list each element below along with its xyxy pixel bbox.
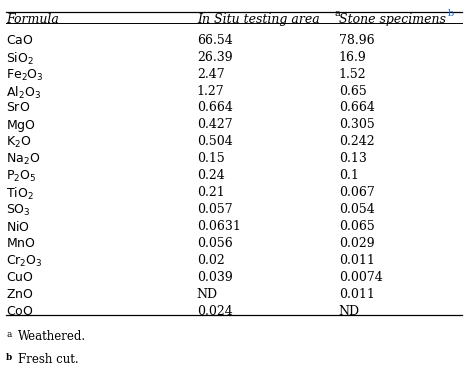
- Text: 0.427: 0.427: [197, 119, 232, 131]
- Text: ND: ND: [197, 288, 218, 300]
- Text: 0.21: 0.21: [197, 186, 225, 199]
- Text: 66.54: 66.54: [197, 34, 233, 47]
- Text: $\mathrm{Al}_{\mathrm{2}}\mathrm{O}_{\mathrm{3}}$: $\mathrm{Al}_{\mathrm{2}}\mathrm{O}_{\ma…: [6, 85, 41, 101]
- Text: $\mathrm{SiO}_{\mathrm{2}}$: $\mathrm{SiO}_{\mathrm{2}}$: [6, 51, 34, 67]
- Text: 0.305: 0.305: [339, 119, 374, 131]
- Text: 0.011: 0.011: [339, 254, 374, 267]
- Text: 0.664: 0.664: [197, 101, 233, 115]
- Text: Fresh cut.: Fresh cut.: [18, 353, 78, 366]
- Text: 0.664: 0.664: [339, 101, 374, 115]
- Text: 0.024: 0.024: [197, 305, 233, 318]
- Text: 0.1: 0.1: [339, 169, 359, 182]
- Text: $\mathrm{ZnO}$: $\mathrm{ZnO}$: [6, 288, 34, 300]
- Text: 0.65: 0.65: [339, 85, 366, 98]
- Text: In Situ testing area: In Situ testing area: [197, 14, 319, 26]
- Text: $\mathrm{NiO}$: $\mathrm{NiO}$: [6, 220, 30, 234]
- Text: $\mathrm{Cr}_{\mathrm{2}}\mathrm{O}_{\mathrm{3}}$: $\mathrm{Cr}_{\mathrm{2}}\mathrm{O}_{\ma…: [6, 254, 43, 269]
- Text: 0.067: 0.067: [339, 186, 374, 199]
- Text: b: b: [448, 9, 455, 18]
- Text: $\mathrm{SO}_{\mathrm{3}}$: $\mathrm{SO}_{\mathrm{3}}$: [6, 203, 31, 218]
- Text: a: a: [334, 9, 340, 18]
- Text: $\mathrm{SrO}$: $\mathrm{SrO}$: [6, 101, 30, 115]
- Text: $\mathrm{TiO}_{\mathrm{2}}$: $\mathrm{TiO}_{\mathrm{2}}$: [6, 186, 34, 202]
- Text: 0.039: 0.039: [197, 271, 233, 284]
- Text: $\mathrm{MnO}$: $\mathrm{MnO}$: [6, 237, 36, 250]
- Text: $\mathrm{K}_{\mathrm{2}}\mathrm{O}$: $\mathrm{K}_{\mathrm{2}}\mathrm{O}$: [6, 135, 31, 150]
- Text: 78.96: 78.96: [339, 34, 374, 47]
- Text: a: a: [6, 330, 11, 339]
- Text: $\mathrm{Na}_{\mathrm{2}}\mathrm{O}$: $\mathrm{Na}_{\mathrm{2}}\mathrm{O}$: [6, 152, 40, 167]
- Text: Weathered.: Weathered.: [18, 330, 86, 343]
- Text: 26.39: 26.39: [197, 51, 232, 64]
- Text: $\mathrm{Fe}_{\mathrm{2}}\mathrm{O}_{\mathrm{3}}$: $\mathrm{Fe}_{\mathrm{2}}\mathrm{O}_{\ma…: [6, 68, 44, 83]
- Text: 0.02: 0.02: [197, 254, 225, 267]
- Text: 1.52: 1.52: [339, 68, 366, 81]
- Text: Formula: Formula: [6, 14, 59, 26]
- Text: 0.504: 0.504: [197, 135, 233, 148]
- Text: 0.242: 0.242: [339, 135, 374, 148]
- Text: 0.065: 0.065: [339, 220, 374, 233]
- Text: 0.011: 0.011: [339, 288, 374, 300]
- Text: 0.056: 0.056: [197, 237, 233, 250]
- Text: 0.029: 0.029: [339, 237, 374, 250]
- Text: 0.0631: 0.0631: [197, 220, 241, 233]
- Text: 0.13: 0.13: [339, 152, 367, 165]
- Text: 1.27: 1.27: [197, 85, 225, 98]
- Text: 0.057: 0.057: [197, 203, 232, 216]
- Text: $\mathrm{CaO}$: $\mathrm{CaO}$: [6, 34, 34, 47]
- Text: 0.24: 0.24: [197, 169, 225, 182]
- Text: $\mathrm{CuO}$: $\mathrm{CuO}$: [6, 271, 34, 284]
- Text: 0.0074: 0.0074: [339, 271, 383, 284]
- Text: $\mathrm{P}_{\mathrm{2}}\mathrm{O}_{\mathrm{5}}$: $\mathrm{P}_{\mathrm{2}}\mathrm{O}_{\mat…: [6, 169, 36, 184]
- Text: 2.47: 2.47: [197, 68, 225, 81]
- Text: b: b: [6, 353, 12, 362]
- Text: Stone specimens: Stone specimens: [339, 14, 446, 26]
- Text: $\mathrm{CoO}$: $\mathrm{CoO}$: [6, 305, 34, 318]
- Text: 0.054: 0.054: [339, 203, 374, 216]
- Text: 0.15: 0.15: [197, 152, 225, 165]
- Text: 16.9: 16.9: [339, 51, 366, 64]
- Text: ND: ND: [339, 305, 360, 318]
- Text: $\mathrm{MgO}$: $\mathrm{MgO}$: [6, 119, 36, 134]
